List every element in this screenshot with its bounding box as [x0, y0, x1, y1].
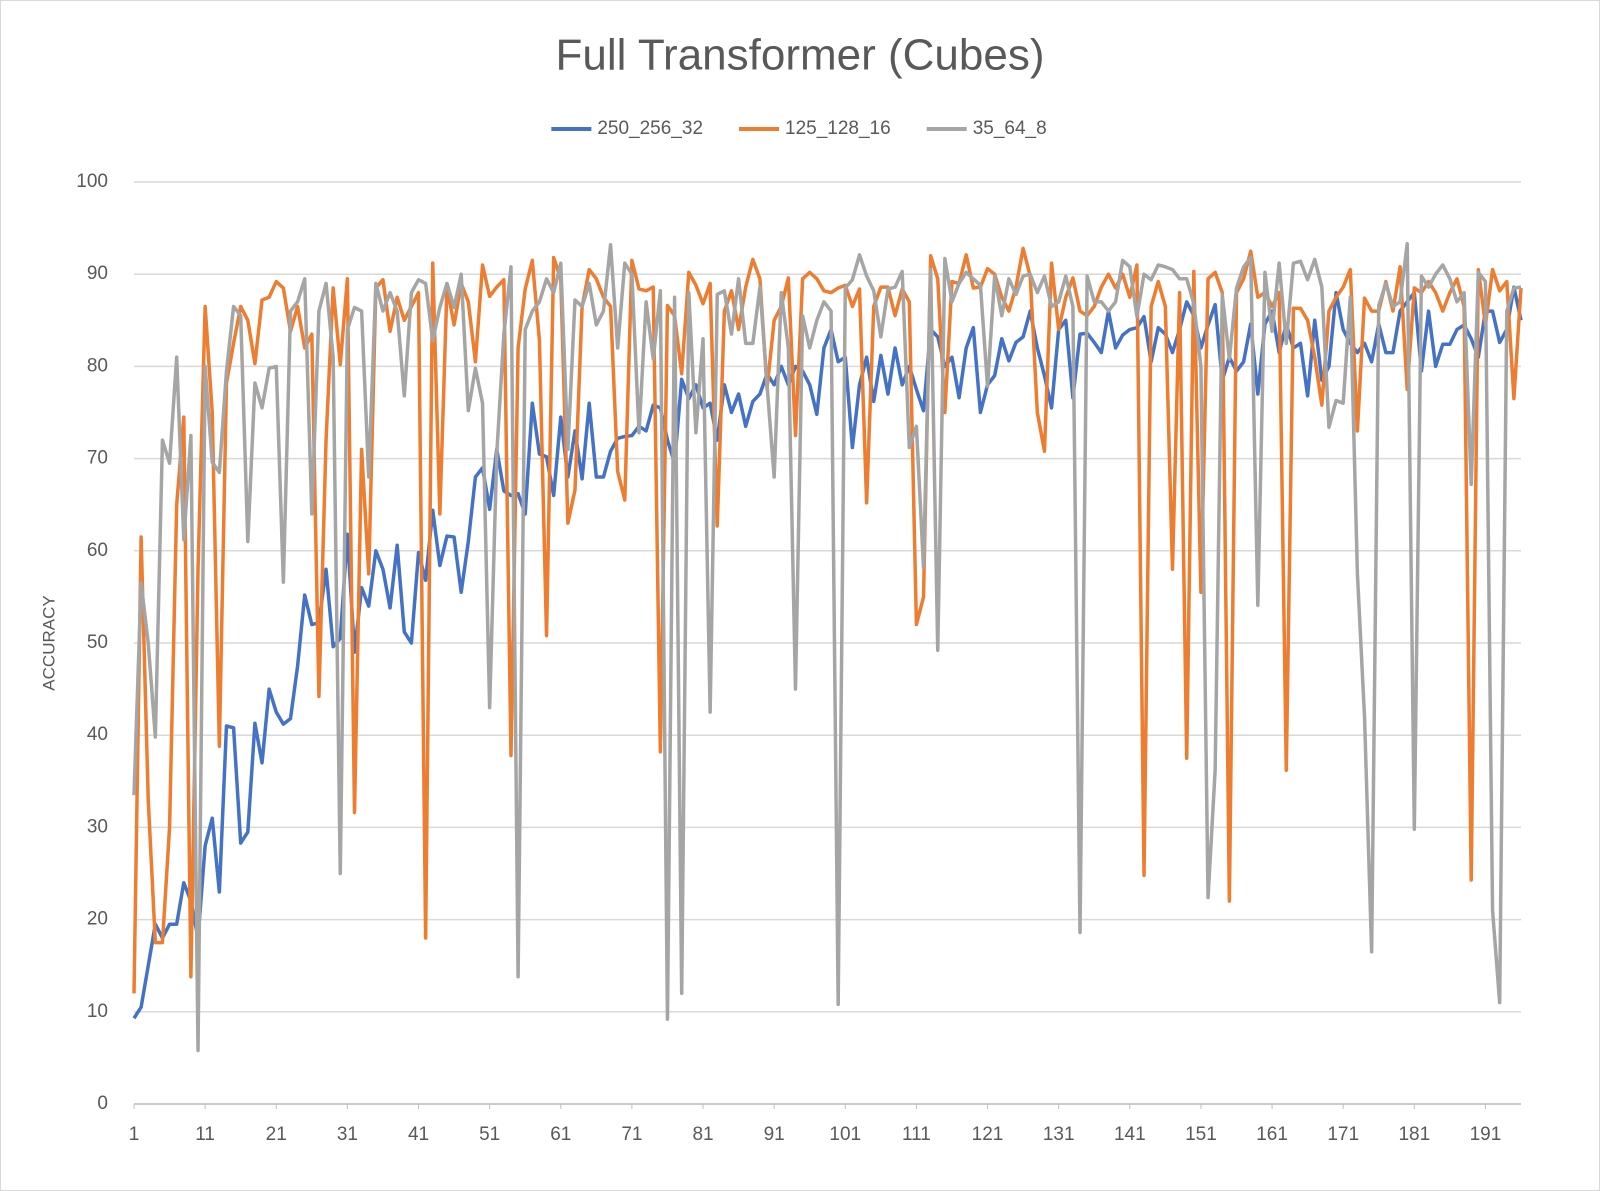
legend-label: 125_128_16 [785, 118, 891, 139]
y-tick-label: 90 [87, 263, 108, 284]
x-tick-label: 151 [1185, 1124, 1217, 1145]
x-tick-label: 11 [195, 1124, 215, 1145]
series-line [132, 246, 1523, 994]
y-tick-label: 100 [76, 171, 108, 192]
x-tick-label: 121 [972, 1124, 1004, 1145]
y-tick-label: 50 [87, 632, 108, 653]
x-tick-label: 21 [266, 1124, 287, 1145]
x-tick-label: 1 [129, 1124, 140, 1145]
x-tick-label: 101 [829, 1124, 861, 1145]
x-tick-label: 51 [479, 1124, 500, 1145]
y-tick-label: 70 [87, 448, 108, 469]
x-tick-label: 141 [1114, 1124, 1146, 1145]
y-tick-label: 60 [87, 540, 108, 561]
y-tick-label: 10 [87, 1001, 108, 1022]
x-tick-label: 191 [1470, 1124, 1502, 1145]
x-tick-label: 31 [337, 1124, 358, 1145]
x-tick-label: 71 [621, 1124, 642, 1145]
y-axis-label: ACCURACY [39, 595, 58, 690]
x-tick-label: 91 [764, 1124, 785, 1145]
chart-title: Full Transformer (Cubes) [555, 31, 1044, 80]
x-tick-label: 161 [1256, 1124, 1288, 1145]
y-tick-label: 30 [87, 816, 108, 837]
legend-label: 250_256_32 [597, 118, 703, 139]
x-tick-label: 131 [1043, 1124, 1075, 1145]
x-tick-label: 171 [1327, 1124, 1359, 1145]
y-tick-label: 0 [97, 1093, 108, 1114]
x-tick-label: 41 [408, 1124, 429, 1145]
series-line [132, 242, 1522, 1053]
y-tick-label: 20 [87, 909, 108, 930]
x-tick-label: 181 [1398, 1124, 1430, 1145]
y-tick-label: 40 [87, 724, 108, 745]
x-tick-label: 81 [692, 1124, 713, 1145]
y-tick-label: 80 [87, 355, 108, 376]
x-tick-label: 111 [902, 1124, 931, 1145]
legend-label: 35_64_8 [973, 118, 1047, 139]
series-line [132, 285, 1523, 1020]
x-tick-label: 61 [550, 1124, 571, 1145]
